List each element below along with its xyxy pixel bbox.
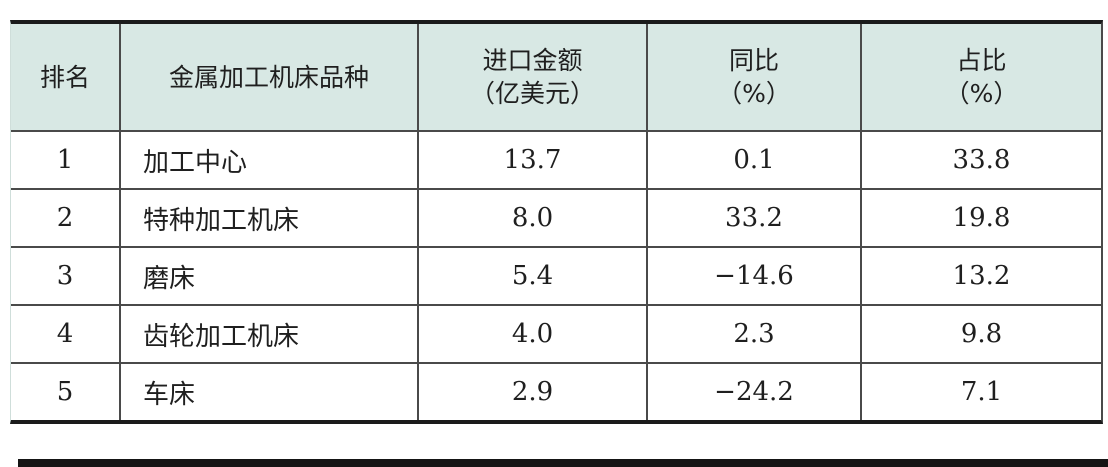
cell-variety: 车床 [119,364,417,420]
col-header-yoy-line1: 同比 [728,46,779,75]
table-row: 4 齿轮加工机床 4.0 2.3 9.8 [11,304,1101,362]
cell-variety: 加工中心 [119,132,417,188]
cell-yoy: −24.2 [646,364,860,420]
cell-share: 33.8 [860,132,1101,188]
page-bottom-rule [18,459,1108,467]
table-row: 5 车床 2.9 −24.2 7.1 [11,362,1101,420]
cell-rank: 5 [56,377,74,407]
cell-yoy: 33.2 [646,190,860,246]
cell-yoy: −14.6 [646,248,860,304]
col-header-import-amount: 进口金额 （亿美元） [417,24,646,130]
cell-variety: 齿轮加工机床 [119,306,417,362]
cell-share: 19.8 [860,190,1101,246]
cell-share: 13.2 [860,248,1101,304]
cell-share: 7.1 [860,364,1101,420]
col-header-share: 占比 （%） [860,24,1101,130]
cell-rank: 1 [56,145,74,175]
cell-rank: 3 [56,261,74,291]
table-row: 1 加工中心 13.7 0.1 33.8 [11,130,1101,188]
col-header-yoy-line2: （%） [717,79,791,108]
col-header-rank: 排名 [11,24,119,130]
cell-variety: 特种加工机床 [119,190,417,246]
cell-share: 9.8 [860,306,1101,362]
cell-import-amount: 2.9 [417,364,646,420]
table-row: 2 特种加工机床 8.0 33.2 19.8 [11,188,1101,246]
cell-rank: 4 [56,319,74,349]
cell-import-amount: 8.0 [417,190,646,246]
col-header-rank-label: 排名 [39,62,90,92]
cell-import-amount: 4.0 [417,306,646,362]
machine-tool-import-table: 排名 金属加工机床品种 进口金额 （亿美元） 同比 （%） 占比 （%） 1 加… [10,20,1103,424]
col-header-variety: 金属加工机床品种 [119,24,417,130]
col-header-import-amount-line2: （亿美元） [469,79,595,108]
table-header-row: 排名 金属加工机床品种 进口金额 （亿美元） 同比 （%） 占比 （%） [11,24,1101,130]
cell-yoy: 0.1 [646,132,860,188]
cell-import-amount: 5.4 [417,248,646,304]
cell-variety: 磨床 [119,248,417,304]
col-header-import-amount-line1: 进口金额 [482,46,583,75]
col-header-yoy: 同比 （%） [646,24,860,130]
col-header-variety-label: 金属加工机床品种 [168,62,369,92]
col-header-share-line1: 占比 [956,46,1007,75]
table-row: 3 磨床 5.4 −14.6 13.2 [11,246,1101,304]
cell-import-amount: 13.7 [417,132,646,188]
cell-yoy: 2.3 [646,306,860,362]
col-header-share-line2: （%） [944,79,1019,108]
cell-rank: 2 [56,203,74,233]
